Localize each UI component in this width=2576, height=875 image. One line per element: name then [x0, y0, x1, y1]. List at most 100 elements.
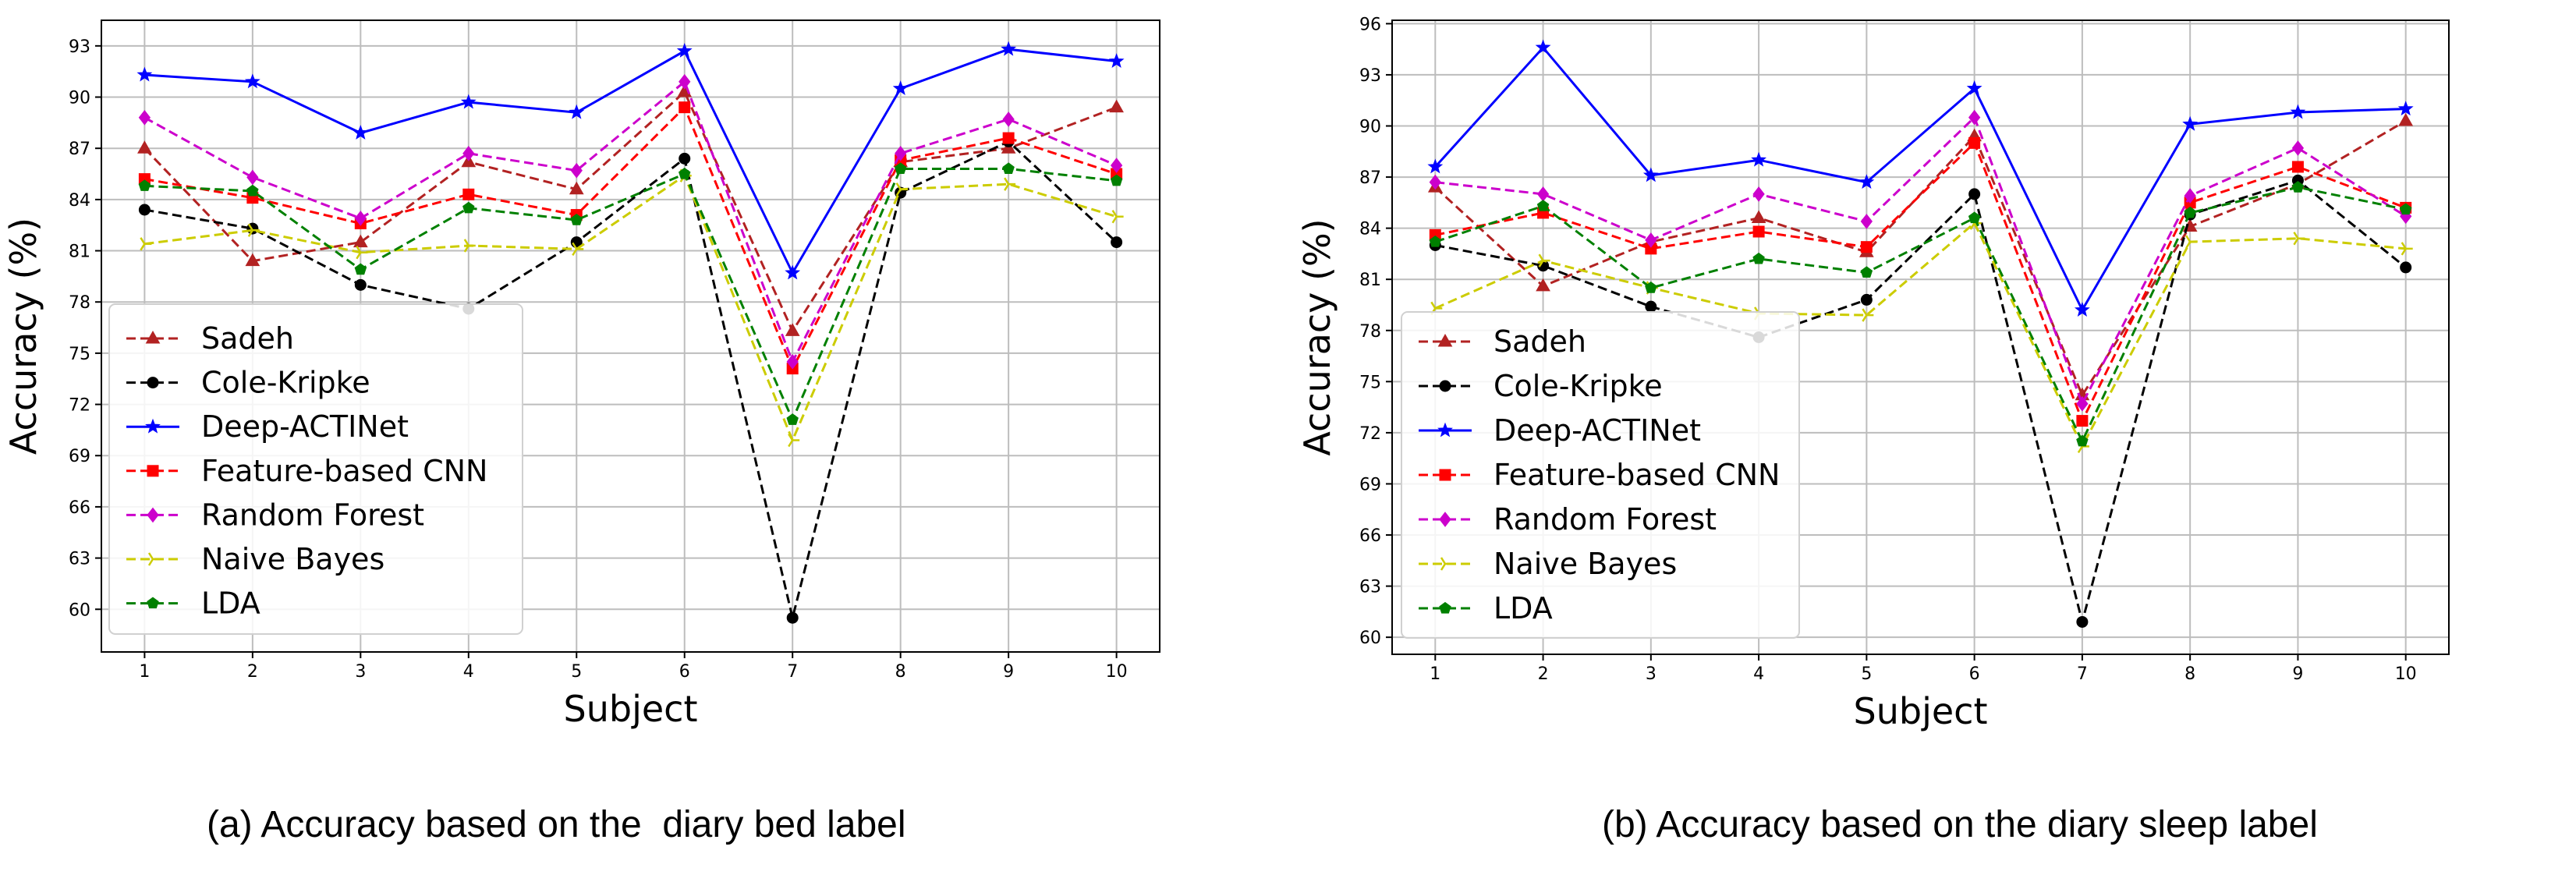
chart-a-svg: 1 2 3 4 5 6 7 8 9 10606366697275788184879093Subje… — [2, 19, 1160, 730]
legend-label-cole-kripke: Cole-Kripke — [201, 366, 370, 400]
point-cole-kripke-6 — [679, 152, 691, 165]
point-naive-bayes-4 — [463, 239, 476, 253]
series-random-forest — [138, 73, 1123, 370]
chart-b-legend: Sadeh Cole-Kripke Deep-ACTINet Feature-base… — [1401, 311, 1800, 639]
x-tick-label-7: 7 — [787, 662, 798, 682]
point-deep-actinet-8 — [2182, 115, 2199, 131]
y-tick-label-72: 72 — [1359, 424, 1381, 444]
legend-label-naive-bayes: Naive Bayes — [1494, 547, 1677, 581]
x-tick-label-4: 4 — [1753, 664, 1764, 684]
point-deep-actinet-4 — [460, 94, 477, 109]
legend-marker-cole-kripke — [1439, 380, 1451, 392]
x-tick-label-1: 1 — [139, 662, 150, 682]
point-naive-bayes-10 — [2401, 242, 2413, 256]
caption-b: (b) Accuracy based on the diary sleep la… — [1602, 804, 2318, 845]
point-sadeh-10 — [1109, 99, 1124, 113]
point-deep-actinet-4 — [1751, 151, 1767, 167]
chart-panel-a: 1 2 3 4 5 6 7 8 9 10 60 63 66 69 72 75 78 81 84 87 90 93 Subje… — [2, 19, 1160, 845]
point-lda-1 — [138, 179, 151, 191]
x-tick-label-4: 4 — [463, 662, 474, 682]
y-tick-label-93: 93 — [69, 37, 90, 57]
series-line-sadeh — [144, 90, 1118, 334]
legend-box — [1401, 311, 1800, 639]
chart-a-legend: Sadeh Cole-Kripke Deep-ACTINet Feature-base… — [108, 303, 523, 635]
legend-marker-lda — [1439, 601, 1451, 614]
point-lda-6 — [1968, 211, 1981, 224]
point-naive-bayes-5 — [572, 242, 584, 257]
x-tick-label-10: 10 — [1106, 662, 1128, 682]
legend-label-feature-based-cnn: Feature-based CNN — [1494, 458, 1780, 492]
legend-marker-feature-based-cnn — [147, 465, 159, 477]
x-tick-label-3: 3 — [355, 662, 366, 682]
point-lda-8 — [894, 162, 907, 175]
point-deep-actinet-10 — [1108, 53, 1125, 68]
series-line-lda — [1434, 186, 2406, 445]
point-deep-actinet-1 — [136, 66, 153, 82]
chart-a-y-axis-label: Accuracy (%) — [2, 218, 44, 455]
legend-item-random-forest: Random Forest — [126, 498, 424, 532]
point-sadeh-2 — [1536, 278, 1550, 292]
point-lda-3 — [354, 263, 367, 275]
point-random-forest-10 — [1110, 158, 1123, 173]
y-tick-label-90: 90 — [69, 89, 90, 108]
point-deep-actinet-6 — [676, 42, 693, 58]
series-line-sadeh — [1434, 119, 2407, 399]
point-cole-kripke-3 — [1645, 300, 1657, 313]
point-deep-actinet-6 — [1966, 80, 1982, 95]
x-tick-label-9: 9 — [1003, 662, 1014, 682]
y-tick-label-63: 63 — [1359, 578, 1381, 597]
point-sadeh-4 — [1751, 210, 1766, 224]
point-deep-actinet-3 — [1642, 167, 1659, 182]
series-line-naive-bayes — [1434, 221, 2406, 449]
series-line-feature-based-cnn — [144, 105, 1118, 372]
point-naive-bayes-8 — [895, 182, 908, 197]
y-tick-label-87: 87 — [1359, 168, 1381, 188]
legend-marker-cole-kripke — [147, 377, 159, 389]
point-lda-10 — [1110, 174, 1123, 186]
x-tick-label-6: 6 — [679, 662, 690, 682]
x-tick-label-7: 7 — [2077, 664, 2088, 684]
series-line-deep-actinet — [144, 48, 1117, 276]
caption-a: (a) Accuracy based on the diary bed labe… — [207, 804, 906, 845]
legend-item-feature-based-cnn: Feature-based CNN — [1419, 458, 1780, 492]
chart-a-x-axis-label: Subject — [564, 688, 698, 730]
point-deep-actinet-5 — [569, 104, 585, 119]
y-tick-label-66: 66 — [69, 498, 90, 518]
y-tick-label-69: 69 — [1359, 475, 1381, 494]
point-random-forest-6 — [679, 73, 691, 90]
y-tick-label-84: 84 — [1359, 220, 1381, 239]
series-lda — [138, 162, 1123, 425]
point-feature-based-cnn-4 — [462, 188, 475, 200]
point-naive-bayes-10 — [1111, 210, 1124, 224]
point-random-forest-3 — [1645, 232, 1657, 248]
legend-label-random-forest: Random Forest — [1494, 502, 1717, 537]
point-deep-actinet-2 — [244, 73, 260, 89]
legend-label-deep-actinet: Deep-ACTINet — [201, 409, 409, 444]
y-tick-label-60: 60 — [1359, 629, 1381, 648]
point-random-forest-4 — [1752, 186, 1765, 202]
point-random-forest-1 — [138, 109, 151, 126]
point-cole-kripke-7 — [2076, 615, 2089, 628]
legend-item-sadeh: Sadeh — [1419, 324, 1586, 359]
point-naive-bayes-2 — [1538, 253, 1550, 267]
point-deep-actinet-5 — [1858, 174, 1875, 190]
point-cole-kripke-10 — [1111, 236, 1123, 249]
legend-item-cole-kripke: Cole-Kripke — [126, 366, 370, 400]
point-lda-9 — [2291, 181, 2305, 193]
y-tick-label-75: 75 — [1359, 373, 1381, 392]
legend-item-lda: LDA — [1419, 591, 1553, 625]
chart-b-svg: 1 2 3 4 5 6 7 8 9 1060636669727578818487909396Sub… — [1296, 15, 2450, 732]
point-feature-based-cnn-4 — [1752, 225, 1765, 238]
point-random-forest-8 — [895, 145, 907, 161]
point-lda-4 — [1752, 252, 1765, 264]
point-cole-kripke-5 — [1860, 293, 1873, 306]
series-deep-actinet — [136, 41, 1125, 280]
point-random-forest-2 — [246, 169, 259, 186]
point-random-forest-1 — [1429, 174, 1441, 190]
chart-b-x-axis-label: Subject — [1854, 690, 1988, 732]
legend-item-cole-kripke: Cole-Kripke — [1419, 369, 1663, 403]
point-cole-kripke-10 — [2400, 261, 2412, 274]
series-deep-actinet — [1427, 39, 2414, 317]
point-cole-kripke-7 — [786, 611, 799, 624]
